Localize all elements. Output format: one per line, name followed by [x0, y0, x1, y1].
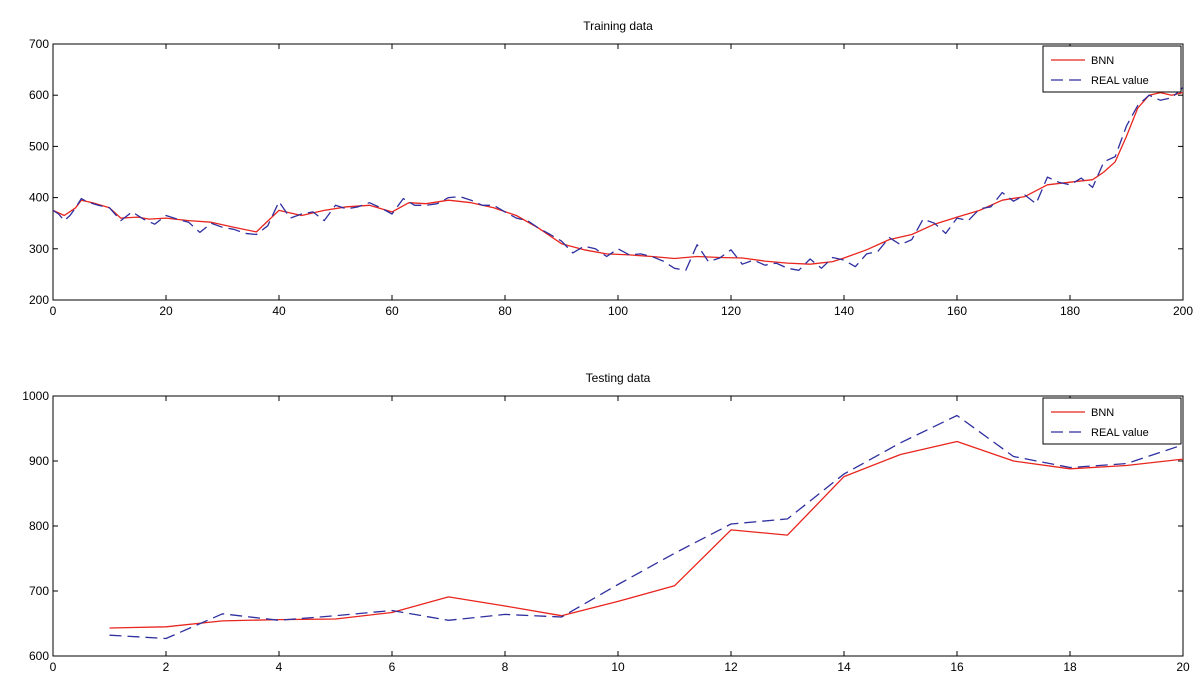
training-title: Training data [583, 19, 653, 33]
testing-title: Testing data [586, 371, 651, 385]
training-y-tick-label: 700 [29, 37, 49, 51]
testing-x-tick-label: 6 [389, 660, 396, 674]
training-x-tick-label: 80 [498, 304, 512, 318]
testing-series-real-value-line [109, 414, 1183, 640]
training-x-tick-label: 0 [50, 304, 57, 318]
testing-legend-label-bnn: BNN [1091, 407, 1114, 419]
training-x-tick-label: 60 [385, 304, 399, 318]
training-y-tick-label: 200 [29, 293, 49, 307]
training-legend [1042, 45, 1182, 93]
testing-y-tick-label: 600 [29, 649, 49, 663]
testing-legend [1042, 397, 1182, 445]
testing-x-tick-label: 14 [837, 660, 851, 674]
testing-y-tick-label: 800 [29, 519, 49, 533]
testing-x-tick-label: 20 [1176, 660, 1190, 674]
testing-legend-label-real-value: REAL value [1091, 427, 1149, 439]
training-x-tick-label: 140 [834, 304, 854, 318]
training-axes-box [52, 43, 1184, 301]
testing-y-tick-label: 700 [29, 584, 49, 598]
training-panel: Training data 0 20 40 60 80 100 120 140 160 180 20… [29, 19, 1193, 318]
training-y-tick-label: 400 [29, 191, 49, 205]
testing-x-tick-label: 10 [611, 660, 625, 674]
training-series-bnn-line [53, 91, 1183, 265]
testing-x-tick-label: 4 [276, 660, 283, 674]
testing-y-tick-label: 1000 [22, 389, 49, 403]
testing-y-tick-label: 900 [29, 454, 49, 468]
training-x-tick-label: 20 [159, 304, 173, 318]
training-x-tick-label: 200 [1173, 304, 1193, 318]
training-y-tick-label: 600 [29, 88, 49, 102]
training-legend-label-real-value: REAL value [1091, 75, 1149, 87]
testing-x-tick-label: 2 [163, 660, 170, 674]
training-legend-label-bnn: BNN [1091, 55, 1114, 67]
training-x-tick-label: 120 [721, 304, 741, 318]
testing-x-tick-label: 18 [1063, 660, 1077, 674]
training-x-tick-label: 100 [608, 304, 628, 318]
testing-x-tick-label: 0 [50, 660, 57, 674]
testing-axes-box [52, 395, 1184, 657]
training-series-real-value-line [53, 87, 1183, 271]
training-x-tick-label: 180 [1060, 304, 1080, 318]
training-y-tick-label: 500 [29, 139, 49, 153]
testing-x-tick-label: 12 [724, 660, 738, 674]
training-x-tick-label: 40 [272, 304, 286, 318]
testing-x-tick-label: 16 [950, 660, 964, 674]
testing-panel: Testing data 0 2 4 6 8 10 12 14 16 18 20 600 700 800 9… [22, 371, 1190, 674]
training-x-tick-label: 160 [947, 304, 967, 318]
testing-x-tick-label: 8 [502, 660, 509, 674]
training-y-tick-label: 300 [29, 242, 49, 256]
